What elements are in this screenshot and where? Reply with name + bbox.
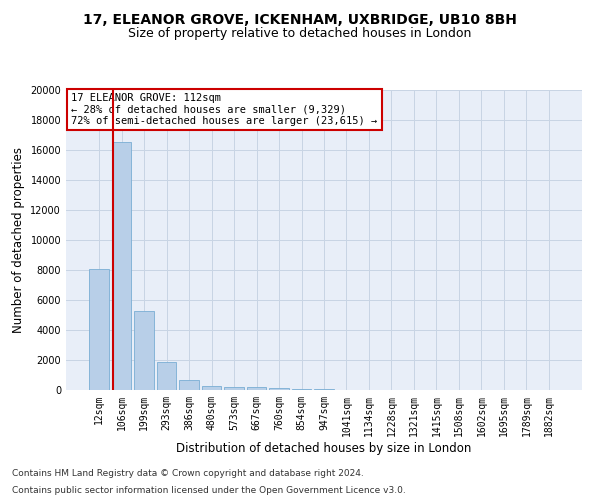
X-axis label: Distribution of detached houses by size in London: Distribution of detached houses by size …: [176, 442, 472, 454]
Bar: [134, 310, 154, 390]
Bar: [112, 142, 131, 390]
Bar: [157, 362, 176, 390]
Text: Size of property relative to detached houses in London: Size of property relative to detached ho…: [128, 28, 472, 40]
Bar: [89, 269, 109, 390]
Bar: [179, 380, 199, 390]
Bar: [269, 388, 289, 390]
Bar: [314, 389, 334, 390]
Bar: [202, 386, 221, 390]
Text: 17 ELEANOR GROVE: 112sqm
← 28% of detached houses are smaller (9,329)
72% of sem: 17 ELEANOR GROVE: 112sqm ← 28% of detach…: [71, 93, 377, 126]
Bar: [292, 388, 311, 390]
Bar: [247, 388, 266, 390]
Y-axis label: Number of detached properties: Number of detached properties: [12, 147, 25, 333]
Text: Contains public sector information licensed under the Open Government Licence v3: Contains public sector information licen…: [12, 486, 406, 495]
Text: 17, ELEANOR GROVE, ICKENHAM, UXBRIDGE, UB10 8BH: 17, ELEANOR GROVE, ICKENHAM, UXBRIDGE, U…: [83, 12, 517, 26]
Bar: [224, 387, 244, 390]
Text: Contains HM Land Registry data © Crown copyright and database right 2024.: Contains HM Land Registry data © Crown c…: [12, 468, 364, 477]
